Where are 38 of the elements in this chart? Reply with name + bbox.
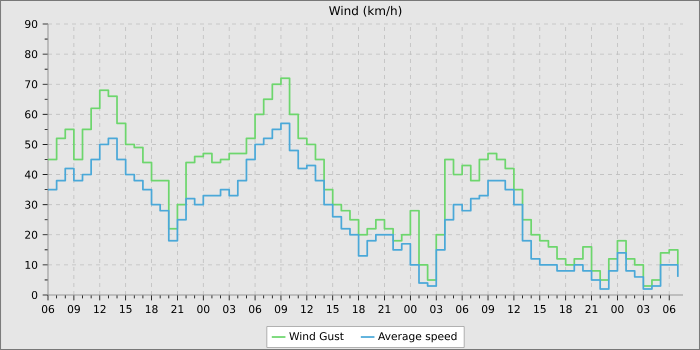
- x-tick-label: 15: [120, 305, 132, 313]
- y-tick-label: 20: [25, 230, 38, 239]
- x-tick-label: 12: [301, 305, 313, 313]
- x-tick-label: 15: [327, 305, 339, 313]
- x-tick-label: 03: [637, 305, 650, 314]
- x-tick-label: 06: [42, 305, 54, 314]
- x-tick-label: 06: [663, 305, 676, 314]
- x-tick-label: 18: [146, 305, 158, 314]
- x-tick-label: 03: [223, 305, 236, 314]
- y-tick-label: 70: [25, 80, 38, 88]
- y-tick-label: 50: [25, 140, 38, 148]
- x-tick-label: 15: [534, 305, 546, 313]
- legend-label: Wind Gust: [289, 332, 344, 340]
- x-tick-label: 21: [378, 305, 390, 313]
- y-tick-label: 0: [32, 290, 38, 300]
- x-tick-label: 00: [404, 305, 416, 314]
- x-tick-label: 00: [197, 305, 210, 314]
- x-tick-label: 03: [430, 305, 442, 314]
- x-tick-label: 21: [171, 305, 184, 313]
- y-tick-label: 80: [25, 50, 38, 58]
- x-tick-label: 09: [482, 305, 494, 314]
- x-tick-label: 00: [611, 305, 624, 314]
- y-tick-label: 40: [24, 170, 38, 179]
- x-tick-label: 21: [586, 305, 598, 313]
- x-tick-label: 06: [248, 305, 262, 314]
- x-tick-label: 06: [456, 305, 468, 314]
- x-tick-label: 12: [508, 305, 520, 313]
- x-tick-label: 09: [68, 305, 80, 314]
- y-tick-label: 60: [25, 110, 38, 118]
- x-tick-label: 12: [94, 305, 106, 313]
- y-tick-label: 90: [25, 20, 38, 28]
- x-tick-label: 18: [352, 305, 365, 314]
- y-tick-label: 10: [26, 260, 38, 269]
- chart-title: Wind (km/h): [329, 6, 402, 17]
- x-tick-label: 09: [274, 305, 287, 314]
- legend-label: Average speed: [378, 332, 456, 342]
- y-tick-label: 30: [25, 200, 38, 209]
- x-tick-label: 18: [560, 305, 572, 314]
